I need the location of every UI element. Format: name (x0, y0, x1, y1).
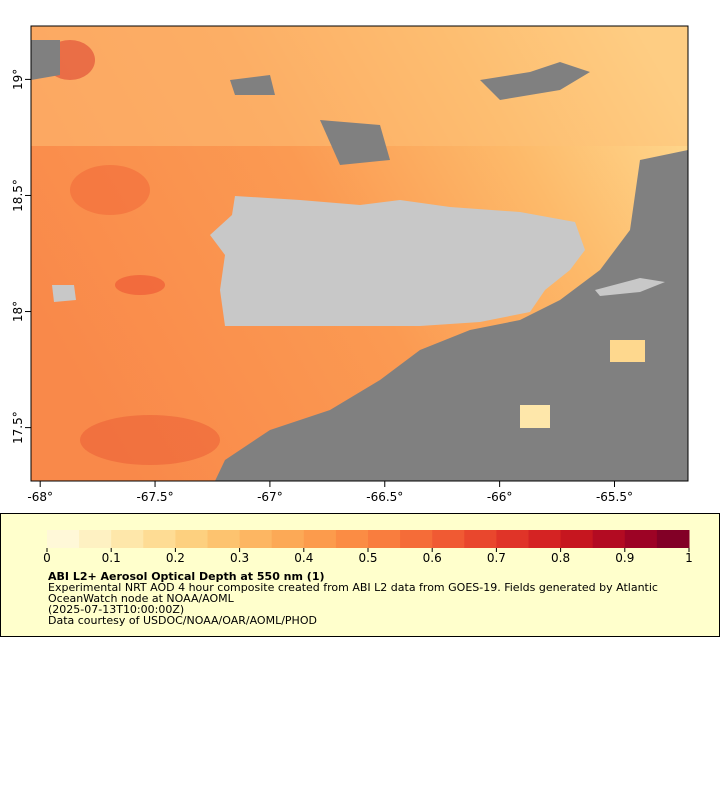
map-frame (30, 25, 689, 482)
colorbar-swatch (656, 530, 690, 548)
colorbar-swatch (368, 530, 401, 548)
colorbar-swatch (271, 530, 305, 548)
colorbar-swatch (624, 530, 658, 548)
colorbar-swatch (335, 530, 369, 548)
caption: ABI L2+ Aerosol Optical Depth at 550 nm … (48, 571, 688, 626)
caption-title: ABI L2+ Aerosol Optical Depth at 550 nm … (48, 570, 325, 583)
colorbar-swatch (239, 530, 273, 548)
colorbar-swatch (432, 530, 465, 548)
colorbar-tick-label: 0.3 (230, 551, 249, 565)
caption-time: (2025-07-13T10:00:00Z) (48, 603, 185, 616)
x-tick-label: -66.5° (366, 490, 403, 504)
aod-field (31, 26, 688, 481)
x-tick-label: -66° (487, 490, 513, 504)
colorbar-tick-label: 0.2 (166, 551, 185, 565)
colorbar-tick-label: 0.6 (423, 551, 442, 565)
colorbar-swatch (47, 530, 80, 548)
colorbar-swatch (79, 530, 112, 548)
colorbar-swatch (111, 530, 144, 548)
colorbar-swatch (496, 530, 529, 548)
colorbar-swatch (464, 530, 497, 548)
colorbar-tick-label: 0.1 (102, 551, 121, 565)
y-tick-label: 19° (11, 69, 25, 90)
x-tick-label: -67° (257, 490, 283, 504)
colorbar-swatch (303, 530, 337, 548)
caption-credit: Data courtesy of USDOC/NOAA/OAR/AOML/PHO… (48, 614, 317, 627)
colorbar-swatch (175, 530, 208, 548)
y-tick-label: 18.5° (11, 179, 25, 212)
colorbar-swatch (528, 530, 562, 548)
colorbar-swatch (143, 530, 176, 548)
colorbar-tick-label: 0.8 (551, 551, 570, 565)
colorbar-tick-label: 0.5 (358, 551, 377, 565)
colorbar-tick-label: 0.7 (487, 551, 506, 565)
y-tick-label: 18° (11, 301, 25, 322)
x-tick-label: -65.5° (596, 490, 633, 504)
colorbar-swatch (400, 530, 433, 548)
y-tick-label: 17.5° (11, 411, 25, 444)
colorbar-tick-label: 0.9 (615, 551, 634, 565)
colorbar-swatch (207, 530, 241, 548)
x-tick-label: -68° (27, 490, 53, 504)
colorbar-tick-label: 0 (43, 551, 51, 565)
colorbar-swatch (592, 530, 626, 548)
colorbar-tick-label: 0.4 (294, 551, 313, 565)
colorbar-tick-label: 1 (685, 551, 693, 565)
caption-description: Experimental NRT AOD 4 hour composite cr… (48, 581, 658, 605)
map-figure: -68° -67.5° -67° -66.5° -66° -65.5° 17.5° 18° 18… (0, 25, 720, 637)
x-tick-label: -67.5° (137, 490, 174, 504)
colorbar-swatch (560, 530, 594, 548)
